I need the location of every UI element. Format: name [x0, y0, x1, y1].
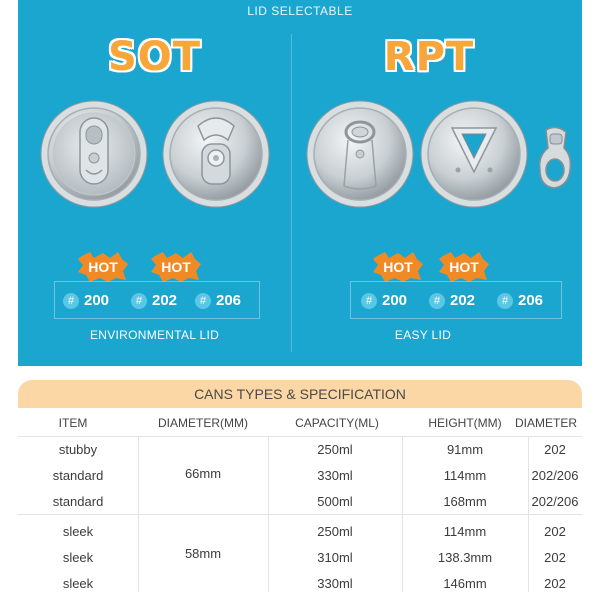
cell-item: stubby — [58, 442, 98, 457]
cell-height: 114mm — [443, 524, 487, 539]
spec-table-header: ITEM DIAMETER(MM) CAPACITY(ML) HEIGHT(MM… — [18, 416, 582, 436]
group-divider — [18, 514, 582, 515]
header-divider — [18, 436, 582, 437]
spec-table-title: CANS TYPES & SPECIFICATION — [18, 380, 582, 408]
lid-banner: LID SELECTABLE SOT — [18, 0, 582, 366]
sot-lid-images — [18, 100, 291, 210]
hash-icon: # — [497, 293, 513, 309]
cell-capacity: 330ml — [317, 468, 353, 483]
sot-title: SOT — [107, 34, 202, 80]
banner-title: LID SELECTABLE — [247, 4, 353, 18]
cell-capacity: 250ml — [317, 524, 353, 539]
header-diameter: DIAMETER — [514, 416, 577, 430]
rpt-hot-badge-2: HOT — [439, 252, 489, 282]
cell-height: 114mm — [443, 468, 487, 483]
sot-lid-closed-image — [40, 100, 148, 208]
rpt-lid-open-image — [420, 100, 528, 208]
cell-item: sleek — [62, 576, 94, 591]
cell-diameter: 202 — [544, 550, 566, 565]
cell-height: 168mm — [443, 494, 487, 509]
rpt-size-box: # 200 # 202 # 206 — [350, 281, 562, 319]
size-label: 202 — [152, 292, 178, 309]
size-label: 206 — [518, 292, 544, 309]
cell-item: standard — [52, 468, 104, 483]
header-diameter-mm: DIAMETER(MM) — [158, 416, 248, 430]
sot-size-box: # 200 # 202 # 206 — [54, 281, 260, 319]
rpt-caption: EASY LID — [394, 328, 452, 342]
cell-height: 146mm — [443, 576, 487, 591]
diameter-group-58: 58mm — [184, 546, 222, 561]
hash-icon: # — [63, 293, 79, 309]
hash-icon: # — [361, 293, 377, 309]
rpt-panel: RPT — [292, 0, 582, 366]
hash-icon: # — [429, 293, 445, 309]
sot-hot-badge-2: HOT — [151, 252, 201, 282]
cell-capacity: 500ml — [317, 494, 353, 509]
cell-diameter: 202 — [544, 576, 566, 591]
sot-caption: ENVIRONMENTAL LID — [89, 328, 220, 342]
rpt-lid-images — [292, 100, 582, 210]
rpt-hot-badge-1: HOT — [373, 252, 423, 282]
size-label: 202 — [450, 292, 476, 309]
cell-item: standard — [52, 494, 104, 509]
size-label: 200 — [84, 292, 110, 309]
cell-diameter: 202/206 — [531, 468, 579, 483]
cell-diameter: 202/206 — [531, 494, 579, 509]
rpt-lid-ring-image — [306, 100, 414, 208]
size-label: 206 — [216, 292, 242, 309]
spec-table: CANS TYPES & SPECIFICATION ITEM DIAMETER… — [18, 380, 582, 594]
cell-height: 138.3mm — [437, 550, 493, 565]
rpt-hot-label-2: HOT — [449, 259, 479, 275]
header-capacity: CAPACITY(ML) — [295, 416, 379, 430]
cell-item: sleek — [62, 550, 94, 565]
rpt-title: RPT — [383, 34, 475, 80]
pull-tab-image — [538, 126, 572, 189]
cell-capacity: 330ml — [317, 576, 353, 591]
cell-capacity: 310ml — [317, 550, 353, 565]
diameter-group-66: 66mm — [184, 466, 222, 481]
cell-diameter: 202 — [544, 442, 566, 457]
sot-panel: SOT — [18, 0, 291, 366]
hash-icon: # — [195, 293, 211, 309]
sot-hot-label-1: HOT — [88, 259, 118, 275]
sot-hot-badge-1: HOT — [78, 252, 128, 282]
cell-item: sleek — [62, 524, 94, 539]
header-item: ITEM — [58, 416, 88, 430]
size-label: 200 — [382, 292, 408, 309]
header-height: HEIGHT(MM) — [428, 416, 502, 430]
sot-lid-open-image — [162, 100, 270, 208]
panel-divider — [291, 34, 292, 352]
cell-diameter: 202 — [544, 524, 566, 539]
cell-height: 91mm — [446, 442, 484, 457]
rpt-hot-label-1: HOT — [383, 259, 413, 275]
hash-icon: # — [131, 293, 147, 309]
sot-hot-label-2: HOT — [161, 259, 191, 275]
cell-capacity: 250ml — [317, 442, 353, 457]
